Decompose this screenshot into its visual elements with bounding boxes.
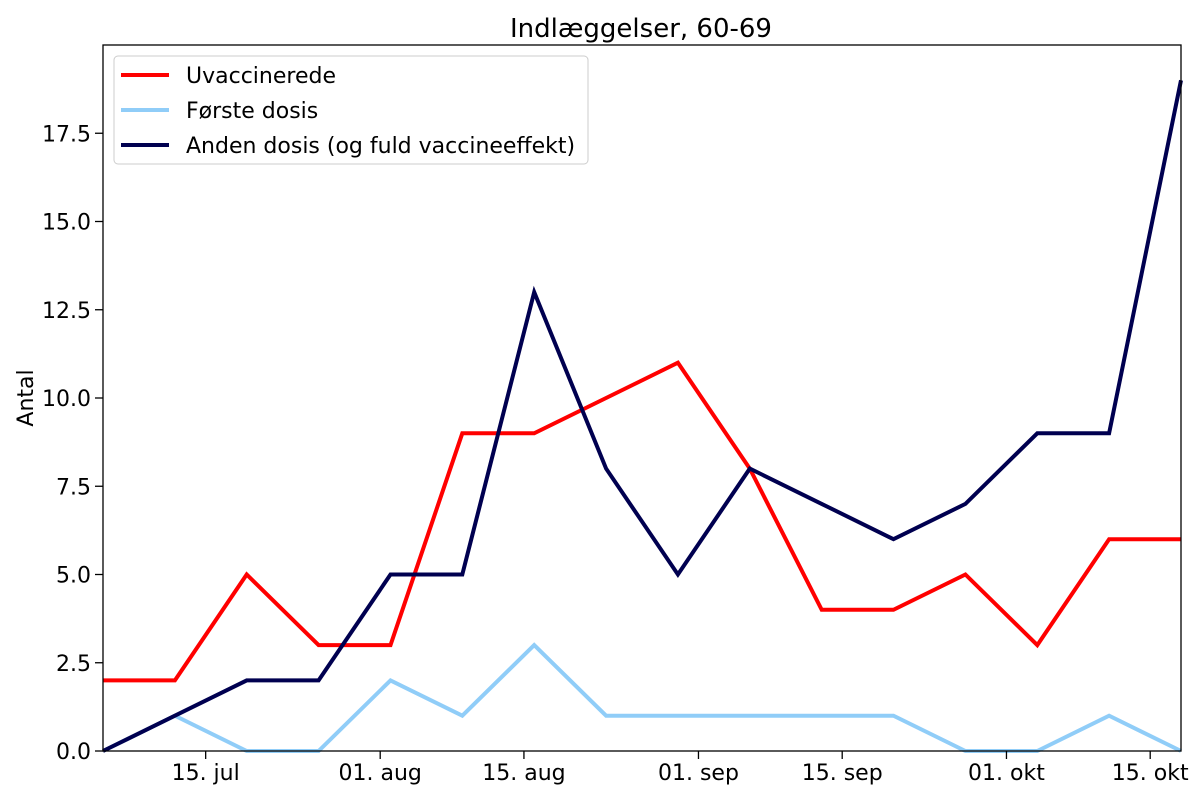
y-tick-label: 0.0 [56, 740, 91, 765]
x-tick-label: 01. sep [658, 761, 739, 786]
legend-label: Uvaccinerede [186, 64, 336, 89]
y-tick-label: 15.0 [42, 211, 91, 236]
y-tick-label: 12.5 [42, 299, 91, 324]
series-layer [102, 79, 1183, 753]
legend-label: Første dosis [186, 99, 318, 124]
x-tick-label: 01. okt [968, 761, 1045, 786]
y-tick-label: 5.0 [56, 564, 91, 589]
x-tick-label: 01. aug [339, 761, 422, 786]
series-line-1 [103, 360, 1181, 683]
x-tick-label: 15. sep [802, 761, 883, 786]
chart-title: Indlæggelser, 60-69 [510, 14, 772, 44]
y-axis: 0.0 2.5 5.0 7.5 10.0 12.5 15.0 17.5 [42, 122, 103, 765]
legend-label: Anden dosis (og fuld vaccineeffekt) [186, 134, 575, 159]
y-tick-label: 17.5 [42, 122, 91, 147]
x-tick-label: 15. okt [1112, 761, 1189, 786]
y-tick-label: 2.5 [56, 652, 91, 677]
x-axis: 15. jul 01. aug 15. aug 01. sep 15. sep 01. o… [172, 751, 1189, 786]
y-tick-label: 10.0 [42, 387, 91, 412]
series-line-3 [102, 79, 1183, 753]
legend: Uvaccinerede Første dosis Anden dosis (og … [113, 55, 589, 165]
y-axis-label: Antal [14, 369, 39, 426]
x-tick-label: 15. jul [172, 761, 240, 786]
legend-box [113, 55, 589, 165]
x-tick-label: 15. aug [482, 761, 565, 786]
y-tick-label: 7.5 [56, 475, 91, 500]
series-line-2 [102, 642, 1182, 753]
